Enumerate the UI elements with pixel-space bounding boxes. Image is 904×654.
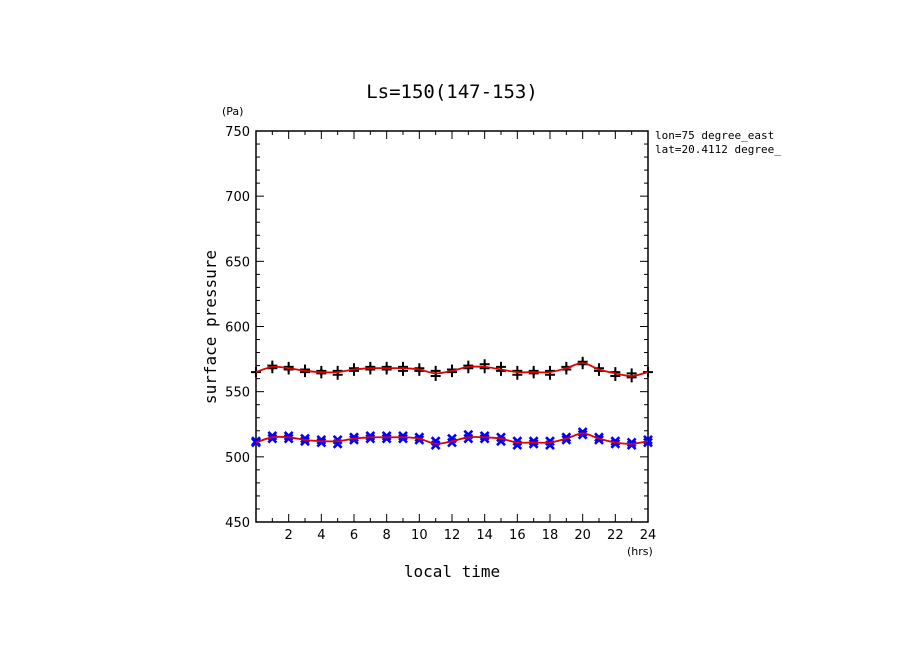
x-tick-label: 14 — [476, 528, 493, 543]
x-unit-label: (hrs) — [627, 545, 653, 558]
series-0-plus-marker — [316, 365, 327, 376]
x-tick-label: 8 — [383, 528, 391, 543]
series-1-x-marker — [626, 437, 637, 448]
series-1-x-marker — [381, 431, 392, 441]
series-0-plus-marker — [381, 361, 392, 372]
y-tick-label: 700 — [225, 190, 250, 205]
y-tick-label: 600 — [225, 321, 250, 336]
series-0-plus-marker — [577, 356, 588, 367]
series-1-x-marker — [300, 436, 310, 447]
x-tick-label: 10 — [411, 528, 428, 543]
series-1-x-marker — [479, 433, 490, 444]
x-tick-label: 20 — [574, 528, 591, 543]
series-1-x-marker — [577, 429, 588, 440]
x-tick-label: 24 — [640, 528, 657, 543]
series-1-x-marker — [365, 433, 376, 444]
series-1-x-marker — [626, 440, 637, 451]
y-tick-label: 750 — [225, 125, 250, 140]
series-1-x-marker — [349, 434, 359, 445]
series-1-line — [255, 432, 649, 445]
series-1-x-marker — [398, 431, 408, 441]
series-0-plus-marker — [398, 361, 408, 372]
series-1-x-marker — [283, 431, 294, 441]
series-1-x-marker — [349, 432, 359, 443]
series-1-x-marker — [610, 436, 621, 447]
x-tick-label: 22 — [607, 528, 624, 543]
x-axis-title: local time — [404, 562, 500, 581]
series-1-x-marker — [365, 431, 376, 441]
series-1-x-marker — [267, 433, 278, 444]
y-tick-label: 450 — [225, 516, 250, 531]
series-1-x-marker — [332, 434, 343, 445]
series-0-line — [255, 362, 649, 377]
x-tick-label: 6 — [350, 528, 358, 543]
series-0-plus-marker — [512, 365, 523, 376]
series-0-plus-marker — [349, 363, 359, 374]
series-0-plus-marker — [463, 360, 474, 371]
y-tick-label: 550 — [225, 386, 250, 401]
series-0-plus-marker — [267, 360, 278, 371]
series-1-x-marker — [283, 433, 294, 444]
x-tick-label: 16 — [509, 528, 526, 543]
series-1-x-marker — [381, 433, 392, 444]
series-1-x-marker — [316, 434, 327, 445]
x-tick-label: 2 — [285, 528, 293, 543]
series-1-x-marker — [528, 436, 539, 447]
series-1-x-marker — [479, 431, 490, 441]
series-0-plus-marker — [528, 365, 539, 376]
series-1-x-marker — [300, 433, 310, 444]
annotation-longitude: lon=75 degree_east — [655, 129, 774, 142]
plot-frame — [255, 130, 649, 523]
y-unit-label: (Pa) — [222, 105, 243, 118]
series-0-plus-marker — [430, 365, 441, 376]
x-tick-label: 12 — [444, 528, 461, 543]
series-1-x-marker — [414, 434, 425, 445]
annotation-latitude: lat=20.4112 degree_ — [655, 143, 781, 156]
series-1-x-marker — [528, 438, 539, 449]
series-1-x-marker — [545, 436, 555, 447]
y-axis-title: surface pressure — [201, 250, 220, 404]
y-tick-label: 500 — [225, 451, 250, 466]
series-1-x-marker — [577, 427, 588, 437]
x-tick-label: 4 — [317, 528, 325, 543]
y-tick-label: 650 — [225, 255, 250, 270]
series-0-plus-marker — [365, 361, 376, 372]
series-0-plus-marker — [251, 367, 261, 378]
x-tick-label: 18 — [542, 528, 559, 543]
series-1-x-marker — [316, 437, 327, 448]
series-1-x-marker — [398, 433, 408, 444]
chart-title: Ls=150(147-153) — [366, 81, 538, 103]
series-1-x-marker — [251, 436, 261, 447]
series-1-x-marker — [512, 436, 523, 447]
series-1-x-marker — [643, 437, 653, 448]
